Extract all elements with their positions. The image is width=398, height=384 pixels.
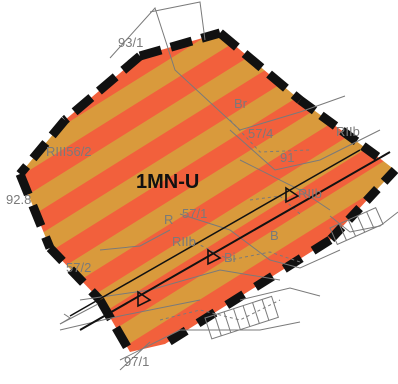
- parcel-label-97-1: 97/1: [124, 354, 149, 369]
- parcel-label-57-1: 57/1: [182, 206, 207, 221]
- label-br: Br: [234, 96, 248, 111]
- label-dot-lower: Bi: [224, 250, 236, 265]
- arrow-marker-1: [137, 290, 152, 308]
- zone-label: 1MN-U: [136, 171, 199, 193]
- parcel-label-56-2-num: 56/2: [66, 144, 91, 159]
- label-riib-left: RIIb: [172, 234, 196, 249]
- parcel-label-93-1: 93/1: [118, 35, 143, 50]
- parcel-label-57-4: 57/4: [248, 126, 273, 141]
- arrow-marker-2: [207, 248, 222, 266]
- label-riib-top: RIIb: [336, 124, 360, 139]
- parcel-label-92-8: 92.8: [6, 192, 31, 207]
- label-r: R: [164, 212, 173, 227]
- arrow-marker-3: [285, 186, 300, 204]
- label-dot: B: [270, 228, 279, 243]
- parcel-label-91: 91: [280, 150, 294, 165]
- zone-boundary: [15, 28, 398, 355]
- parcel-lines: [59, 1, 398, 361]
- road-line: [69, 149, 391, 331]
- hatched-rows: [204, 207, 384, 340]
- label-riib-mid: RIIb: [298, 186, 322, 201]
- pointer-lines: [59, 303, 151, 371]
- parcel-label-57-2: 57/2: [66, 260, 91, 275]
- zone-area: [20, 33, 395, 352]
- parcel-prefix: RIII: [46, 144, 66, 159]
- parcel-label-56-2: RIII56/2: [46, 144, 92, 159]
